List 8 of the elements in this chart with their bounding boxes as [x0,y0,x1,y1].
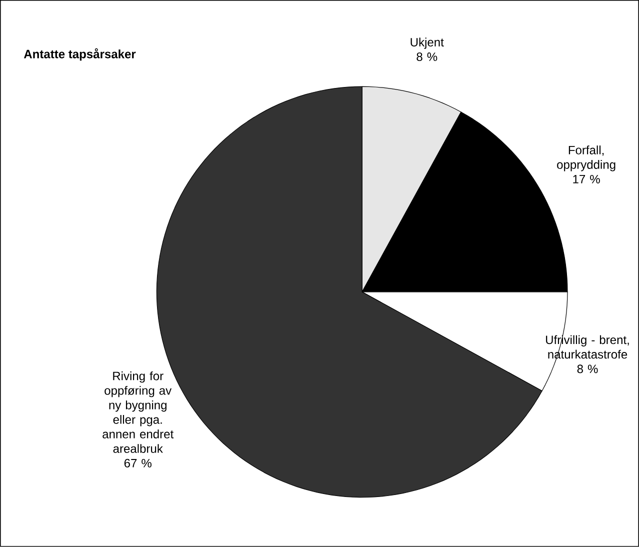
data-label: 17 % [573,175,600,184]
slice-label: Riving for oppføring av ny bygning eller pga. annen endret arealbruk [102,372,174,454]
data-label: 8 % [577,364,598,374]
data-label: 67 % [124,459,152,468]
data-label: 8 % [416,52,438,62]
text: Antatte tapsårsaker [24,48,136,61]
slice-label: Ukjent [410,38,444,49]
slice-label: Forfall, opprydding [557,146,616,172]
